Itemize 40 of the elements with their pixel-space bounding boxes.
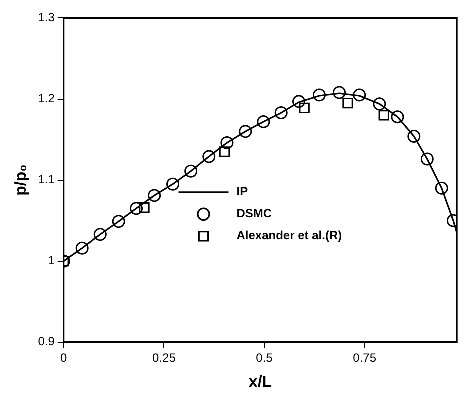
legend-label: DSMC bbox=[236, 206, 272, 221]
point bbox=[219, 146, 230, 158]
point bbox=[274, 106, 288, 120]
legend-label: IP bbox=[236, 184, 248, 199]
point bbox=[202, 150, 216, 164]
point bbox=[333, 86, 346, 100]
y-tick-label: 1.2 bbox=[38, 92, 56, 106]
point bbox=[373, 98, 386, 111]
legend-label: Alexander et al.(R) bbox=[236, 228, 342, 243]
point bbox=[299, 102, 310, 114]
x-tick-label: 0.75 bbox=[353, 350, 377, 365]
x-tick-label: 0.5 bbox=[256, 350, 274, 365]
point bbox=[94, 228, 107, 242]
point bbox=[76, 242, 89, 255]
point bbox=[353, 88, 366, 102]
y-tick-label: 1 bbox=[48, 254, 56, 268]
point bbox=[420, 152, 434, 166]
x-tick-label: 0 bbox=[60, 350, 68, 365]
point bbox=[239, 125, 252, 138]
point bbox=[112, 215, 126, 228]
point bbox=[139, 202, 150, 214]
point bbox=[378, 110, 390, 121]
point bbox=[292, 95, 306, 108]
x-tick-label: 0.25 bbox=[152, 350, 176, 365]
y-tick-label: 0.9 bbox=[38, 334, 56, 349]
y-axis-title: p/p₀ bbox=[13, 164, 30, 196]
point bbox=[220, 136, 234, 150]
point bbox=[184, 164, 198, 178]
point bbox=[148, 189, 162, 202]
point bbox=[257, 115, 270, 128]
point bbox=[342, 98, 354, 109]
x-axis-title: x/L bbox=[248, 374, 272, 391]
y-tick-label: 1.3 bbox=[38, 10, 56, 25]
point bbox=[166, 178, 180, 191]
point bbox=[435, 182, 448, 195]
point bbox=[408, 130, 421, 144]
y-tick-label: 1.1 bbox=[38, 172, 56, 187]
point bbox=[130, 202, 144, 216]
point bbox=[391, 110, 404, 124]
point bbox=[312, 88, 326, 102]
